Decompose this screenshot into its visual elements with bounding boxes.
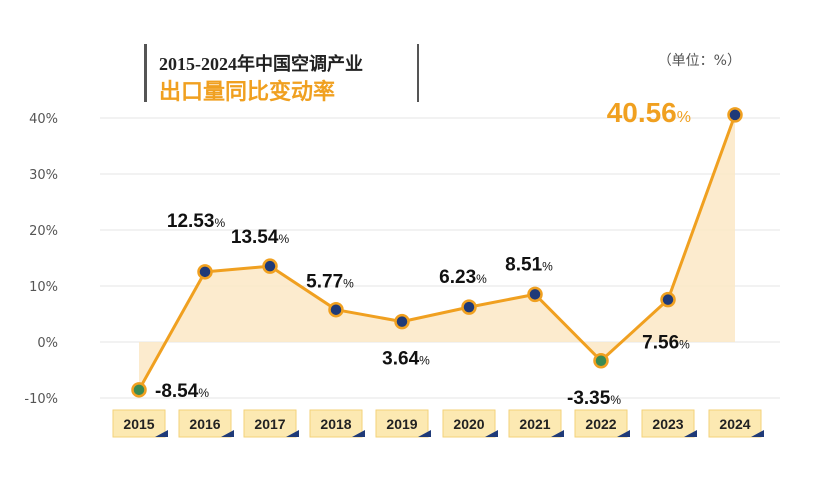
- x-label-box: [508, 409, 562, 438]
- data-point: [197, 264, 213, 280]
- x-label-box: [375, 409, 429, 438]
- y-tick-label: 20%: [29, 224, 58, 239]
- x-tick-label: 2019: [386, 416, 417, 432]
- x-label-box: [178, 409, 232, 438]
- x-label-corner: [684, 430, 697, 437]
- chart-title: 2015-2024年中国空调产业 出口量同比变动率: [144, 44, 419, 104]
- x-label-box: [641, 409, 695, 438]
- y-tick-label: 30%: [29, 168, 58, 183]
- chart-title-line1: 2015-2024年中国空调产业: [159, 54, 363, 74]
- x-label-corner: [352, 430, 365, 437]
- data-label: 5.77%: [306, 272, 354, 293]
- data-point: [660, 291, 676, 308]
- data-point: [394, 313, 410, 330]
- data-label: 3.64%: [382, 349, 430, 370]
- data-point: [262, 258, 278, 274]
- data-point: [328, 301, 344, 318]
- x-label-corner: [617, 430, 630, 437]
- x-label-corner: [551, 430, 564, 437]
- y-tick-label: 40%: [29, 112, 58, 127]
- data-label: 7.56%: [642, 333, 690, 354]
- x-tick-label: 2017: [254, 416, 285, 432]
- data-point: [131, 382, 147, 398]
- x-label-box: [112, 409, 166, 438]
- x-tick-label: 2023: [652, 416, 683, 432]
- data-label: 8.51%: [505, 254, 553, 275]
- data-label: 13.54%: [231, 227, 290, 248]
- x-tick-label: 2021: [519, 416, 550, 432]
- data-label: -8.54%: [155, 381, 209, 402]
- data-label: 40.56%: [607, 97, 691, 128]
- x-label-corner: [221, 430, 234, 437]
- data-label: 6.23%: [439, 267, 487, 288]
- x-tick-label: 2024: [719, 416, 750, 432]
- chart-title-line2: 出口量同比变动率: [159, 79, 336, 104]
- x-tick-label: 2022: [585, 416, 616, 432]
- x-label-corner: [286, 430, 299, 437]
- x-label-corner: [418, 430, 431, 437]
- data-point: [527, 286, 543, 303]
- x-tick-label: 2018: [320, 416, 351, 432]
- y-tick-label: 10%: [29, 280, 58, 295]
- y-tick-label: 0%: [37, 336, 58, 351]
- x-tick-label: 2020: [453, 416, 484, 432]
- x-label-box: [243, 409, 297, 438]
- x-tick-label: 2016: [189, 416, 220, 432]
- data-label: -3.35%: [567, 388, 621, 409]
- x-label-box: [708, 409, 762, 438]
- x-tick-label: 2015: [123, 416, 154, 432]
- x-label-corner: [485, 430, 498, 437]
- x-label-box: [442, 409, 496, 438]
- data-point: [461, 299, 477, 315]
- x-label-corner: [155, 430, 168, 437]
- data-label: 12.53%: [167, 211, 226, 232]
- data-point: [727, 107, 743, 123]
- series-line: [137, 114, 737, 391]
- y-tick-label: -10%: [24, 392, 58, 407]
- x-label-box: [574, 409, 628, 438]
- unit-label: （单位：%）: [657, 53, 741, 69]
- x-label-box: [309, 409, 363, 438]
- x-label-corner: [751, 430, 764, 437]
- data-point: [593, 353, 609, 369]
- area-fill: [139, 114, 735, 390]
